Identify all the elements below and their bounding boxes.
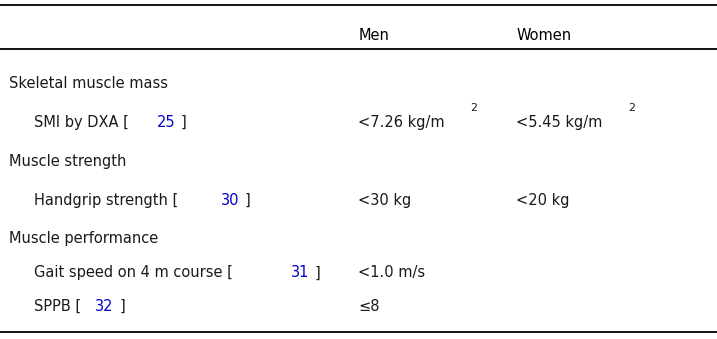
Text: Skeletal muscle mass: Skeletal muscle mass bbox=[9, 76, 168, 91]
Text: 25: 25 bbox=[157, 115, 176, 129]
Text: <20 kg: <20 kg bbox=[516, 193, 570, 207]
Text: ]: ] bbox=[315, 265, 320, 280]
Text: <7.26 kg/m: <7.26 kg/m bbox=[358, 115, 445, 129]
Text: <1.0 m/s: <1.0 m/s bbox=[358, 265, 426, 280]
Text: SMI by DXA [: SMI by DXA [ bbox=[34, 115, 129, 129]
Text: Handgrip strength [: Handgrip strength [ bbox=[34, 193, 179, 207]
Text: Men: Men bbox=[358, 28, 389, 43]
Text: ≤8: ≤8 bbox=[358, 299, 380, 314]
Text: <30 kg: <30 kg bbox=[358, 193, 412, 207]
Text: 32: 32 bbox=[95, 299, 114, 314]
Text: SPPB [: SPPB [ bbox=[34, 299, 82, 314]
Text: <5.45 kg/m: <5.45 kg/m bbox=[516, 115, 602, 129]
Text: 30: 30 bbox=[221, 193, 239, 207]
Text: Muscle performance: Muscle performance bbox=[9, 232, 158, 246]
Text: 2: 2 bbox=[627, 103, 635, 114]
Text: ]: ] bbox=[244, 193, 250, 207]
Text: Gait speed on 4 m course [: Gait speed on 4 m course [ bbox=[34, 265, 233, 280]
Text: ]: ] bbox=[119, 299, 125, 314]
Text: ]: ] bbox=[181, 115, 186, 129]
Text: Women: Women bbox=[516, 28, 571, 43]
Text: 31: 31 bbox=[291, 265, 310, 280]
Text: 2: 2 bbox=[470, 103, 477, 114]
Text: Muscle strength: Muscle strength bbox=[9, 154, 126, 168]
